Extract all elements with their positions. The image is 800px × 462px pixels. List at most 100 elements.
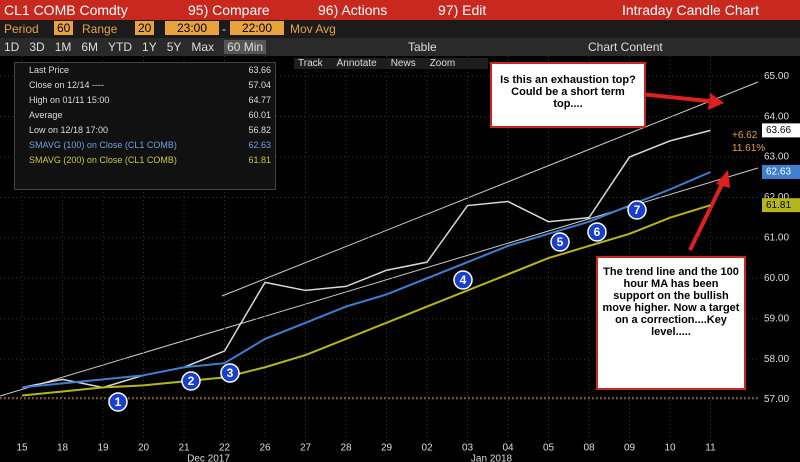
button[interactable]: Table — [408, 40, 437, 54]
header-bar — [0, 0, 800, 20]
touch-marker — [181, 371, 201, 391]
value-tag-label: 61.81 — [766, 200, 791, 211]
label: Range — [82, 22, 118, 36]
x-tick-label: 11 — [705, 443, 716, 454]
touch-label: 4 — [460, 273, 467, 287]
legend-value: 56.82 — [248, 125, 271, 135]
range-button[interactable]: 5Y — [166, 40, 182, 54]
tool[interactable]: Track — [298, 58, 323, 69]
legend-label: SMAVG (200) on Close (CL1 COMB) — [29, 155, 177, 165]
button[interactable]: Chart Content — [588, 40, 663, 54]
range-button[interactable]: 6M — [81, 40, 99, 54]
range-button[interactable]: 60 Min — [224, 40, 267, 54]
x-tick-label: 02 — [421, 443, 433, 454]
legend-row: SMAVG (100) on Close (CL1 COMB) 62.63 — [15, 138, 275, 153]
month-label: Jan 2018 — [471, 454, 513, 462]
x-tick-label: 05 — [543, 443, 555, 454]
legend-label: Average — [29, 110, 63, 120]
series-line — [21, 129, 711, 389]
legend-value: 57.04 — [248, 80, 271, 90]
touch-label: 1 — [115, 395, 122, 409]
input[interactable]: 23:00 — [165, 21, 220, 35]
legend-value: 61.81 — [248, 155, 271, 165]
x-tick-label: 09 — [624, 443, 636, 454]
touch-label: 6 — [594, 225, 601, 239]
settings-bar — [0, 20, 800, 38]
change-label: +6.62 — [732, 130, 758, 141]
annotation: The trend line and the 100 hour MA has b… — [596, 256, 746, 390]
range-bar — [0, 38, 800, 56]
value-tag — [762, 123, 800, 138]
legend-row: Close on 12/14 ---- 57.04 — [15, 78, 275, 93]
y-tick-label: 65.00 — [764, 71, 789, 82]
trend-line — [221, 81, 759, 297]
y-tick-label: 63.00 — [764, 152, 789, 163]
input[interactable]: 20 — [135, 21, 155, 35]
x-tick-label: 18 — [57, 443, 69, 454]
touch-label: 2 — [188, 374, 195, 388]
x-tick-label: 03 — [462, 443, 474, 454]
tool[interactable]: Zoom — [429, 58, 456, 69]
touch-label: 5 — [557, 235, 564, 249]
tool[interactable]: News — [390, 58, 416, 69]
label: Period — [4, 22, 39, 36]
legend-label: Close on 12/14 ---- — [29, 80, 105, 90]
series-line — [21, 171, 711, 389]
series-line — [21, 204, 711, 397]
range-buttons: 1D 3D 1M 6M YTD 1Y 5Y Max 60 Min — [4, 40, 276, 54]
touch-label: 7 — [634, 203, 641, 217]
range-button[interactable]: YTD — [108, 40, 133, 54]
x-tick-label: 29 — [381, 443, 393, 454]
value-tag-label: 63.66 — [766, 125, 791, 136]
input[interactable]: 60 — [54, 21, 74, 35]
ticker: CL1 COMB Comdty — [4, 2, 128, 18]
x-tick-label: 21 — [178, 443, 190, 454]
legend-row: SMAVG (200) on Close (CL1 COMB) 61.81 — [15, 153, 275, 168]
x-tick-label: 19 — [97, 443, 109, 454]
legend-value: 60.01 — [248, 110, 271, 120]
x-tick-label: 22 — [219, 443, 231, 454]
menu-item[interactable]: 95) Compare — [188, 2, 270, 18]
legend-row: Average 60.01 — [15, 108, 275, 123]
range-button[interactable]: 1Y — [142, 40, 157, 54]
legend-label: High on 01/11 15:00 — [29, 95, 110, 105]
x-tick-label: 27 — [300, 443, 312, 454]
range-button[interactable]: 1D — [4, 40, 20, 54]
legend-value: 62.63 — [248, 140, 271, 150]
range-button[interactable]: 3D — [29, 40, 45, 54]
arrow — [639, 92, 719, 104]
chart: 57.00 58.00 59.00 60.00 61.00 62.00 63.00 64.00… — [0, 56, 800, 462]
y-tick-label: 61.00 — [764, 233, 789, 244]
y-tick-label: 58.00 — [764, 354, 789, 365]
touch-marker — [453, 270, 473, 290]
legend-row: Low on 12/18 17:00 56.82 — [15, 123, 275, 138]
legend-label: SMAVG (100) on Close (CL1 COMB) — [29, 140, 177, 150]
change-pct-label: 11.61% — [732, 143, 765, 154]
y-tick-label: 60.00 — [764, 273, 789, 284]
legend-value: 63.66 — [248, 65, 271, 75]
touch-marker — [587, 222, 607, 242]
month-label: Dec 2017 — [187, 454, 230, 462]
touch-marker — [627, 200, 647, 220]
dash: - — [222, 22, 226, 36]
x-tick-label: 28 — [340, 443, 352, 454]
touch-label: 3 — [227, 366, 234, 380]
touch-marker — [108, 392, 128, 412]
y-tick-label: 64.00 — [764, 111, 789, 122]
touch-marker — [550, 232, 570, 252]
range-button[interactable]: 1M — [54, 40, 72, 54]
y-tick-label: 62.00 — [764, 192, 789, 203]
arrow-head — [708, 93, 724, 110]
toolbar: Track Annotate News Zoom — [294, 58, 488, 69]
y-tick-label: 57.00 — [764, 394, 789, 405]
chart-name: Intraday Candle Chart — [622, 2, 759, 18]
tool[interactable]: Annotate — [336, 58, 377, 69]
menu-item[interactable]: 97) Edit — [438, 2, 487, 18]
checkbox[interactable]: Mov Avg — [290, 22, 336, 36]
legend-label: Last Price — [29, 65, 70, 75]
range-button[interactable]: Max — [191, 40, 215, 54]
input[interactable]: 22:00 — [230, 21, 285, 35]
x-tick-label: 08 — [583, 443, 595, 454]
menu-item[interactable]: 96) Actions — [318, 2, 388, 18]
